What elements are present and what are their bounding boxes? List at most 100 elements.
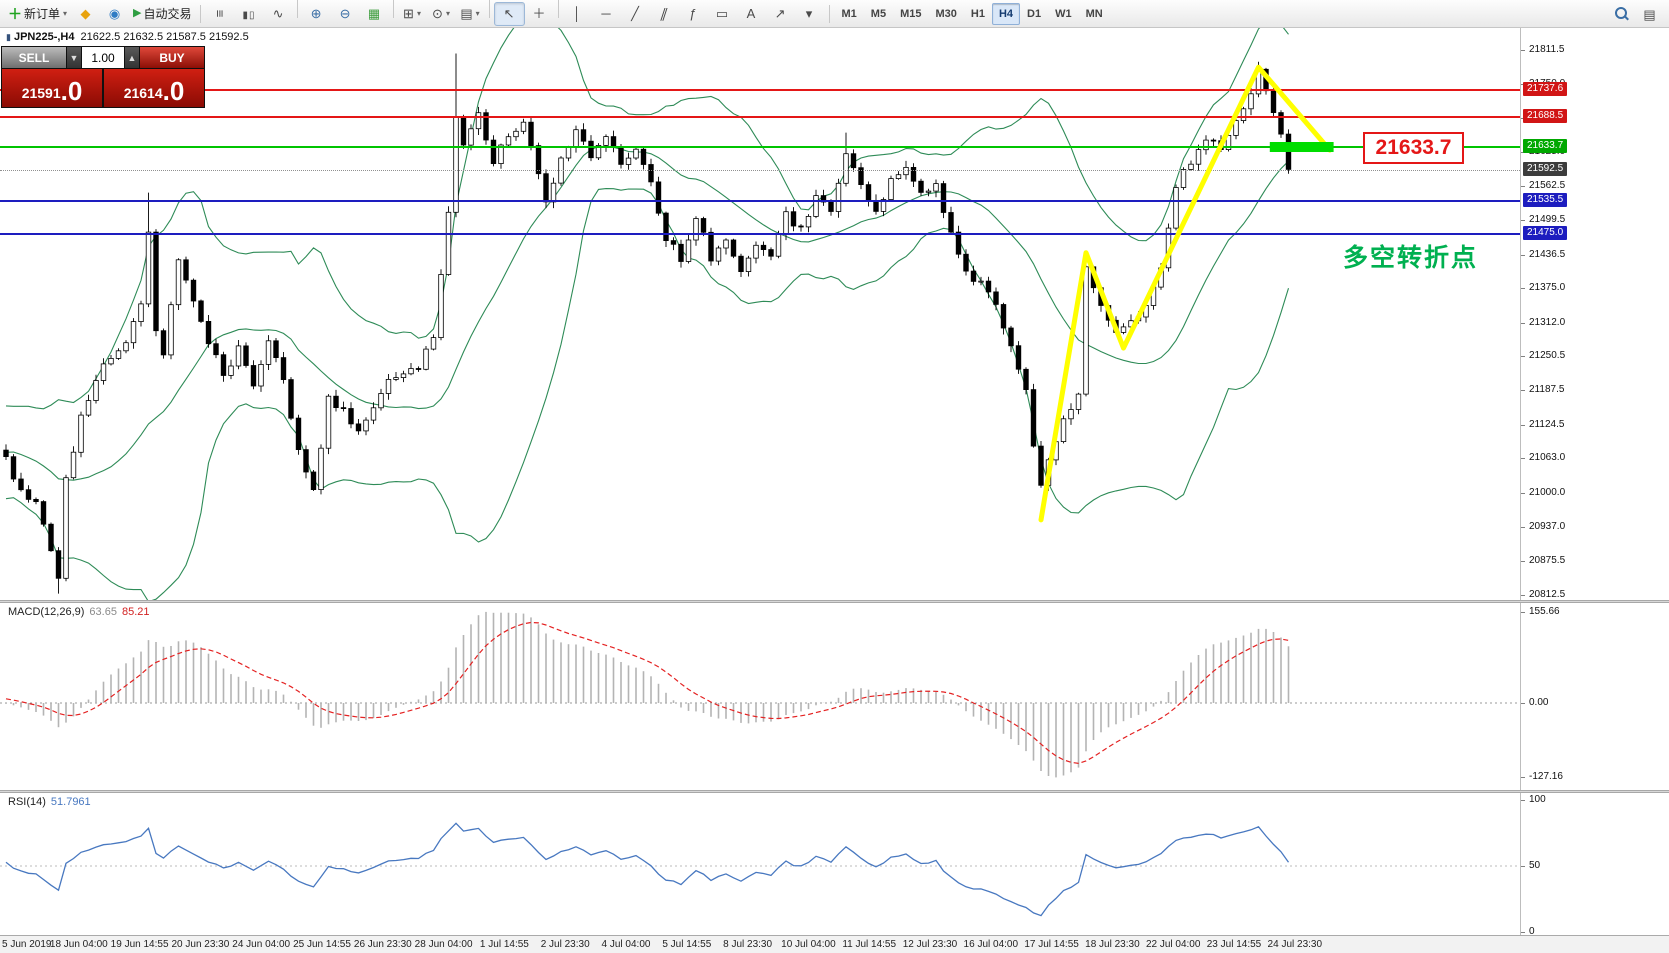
timeframe-button-w1[interactable]: W1 [1055,7,1072,20]
price-axis[interactable]: 21811.521750.021687.521625.021562.521499… [1520,28,1669,600]
chevron-down-icon: ▾ [416,9,421,18]
chevron-down-icon: ▾ [63,9,68,18]
profiles-button[interactable]: ⊙ ▾ [427,3,456,25]
bars-icon: ≡ [212,9,228,18]
trendline-button[interactable]: ╱ [621,3,650,25]
buy-price-main: 21614 [123,85,163,101]
axis-tick-mark [1521,777,1525,779]
line-chart-button[interactable]: ∿ [264,3,293,25]
time-tick-label: 24 Jul 23:30 [1267,939,1323,950]
horizontal-line-object[interactable] [0,146,1520,148]
time-tick-label: 24 Jun 04:00 [232,939,291,950]
shapes-button[interactable]: ▭ [708,3,737,25]
rsi-value: 51.7961 [50,796,91,808]
macd-tick-label: -127.16 [1529,771,1563,783]
chart-template-icon: ▤ [460,6,473,21]
timeframe-button-d1[interactable]: D1 [1027,7,1042,20]
fibonacci-icon: ƒ [689,6,697,21]
price-tick-label: 21000.0 [1529,486,1566,498]
community-button[interactable]: ◉ [100,3,129,25]
timeframe-button-m1[interactable]: M1 [841,7,857,20]
volume-decrease-button[interactable]: ▼ [67,47,81,68]
bar-chart-button[interactable]: ≡ [206,3,235,25]
timeframe-button-h4[interactable]: H4 [991,2,1021,25]
rsi-axis[interactable]: 100 50 0 [1520,793,1669,937]
channel-icon: ∥ [658,6,670,21]
tile-windows-button[interactable]: ▦ [360,3,389,25]
vertical-line-button[interactable]: │ [563,3,592,25]
macd-panel[interactable]: MACD(12,26,9) 63.65 85.21 [0,603,1520,790]
panel-divider[interactable] [0,600,1669,603]
channel-button[interactable]: ∥ [650,3,679,25]
buy-button[interactable]: BUY [140,47,204,68]
chart-icon: ▮ [6,32,11,42]
rsi-tick-label: 100 [1529,794,1546,805]
price-tick-label: 21436.5 [1529,248,1566,260]
rsi-panel[interactable]: RSI(14) 51.7961 [0,793,1520,935]
macd-axis[interactable]: 155.66 0.00 -127.16 [1520,603,1669,790]
zoom-out-button[interactable]: ⊖ [331,3,360,25]
price-tick-label: 21312.0 [1529,316,1566,328]
cursor-button[interactable]: ↖ [493,1,525,26]
autotrade-button[interactable]: ▶ 自动交易 [130,3,194,25]
timeframe-button-m30[interactable]: M30 [935,7,957,20]
volume-increase-button[interactable]: ▲ [125,47,139,68]
volume-input[interactable] [82,47,124,68]
timeframe-button-mn[interactable]: MN [1085,7,1103,20]
new-order-button[interactable]: ＋ 新订单 ▾ [5,3,70,25]
zoom-in-button[interactable]: ⊕ [302,3,331,25]
rsi-chart [0,822,1520,917]
timeframe-button-m15[interactable]: M15 [900,7,922,20]
panel-divider[interactable] [0,790,1669,793]
timeframe-button-h1[interactable]: H1 [970,7,985,20]
toolbar-separator [828,4,830,23]
horizontal-line-object[interactable] [0,199,1520,202]
tile-windows-icon: ▦ [367,6,381,21]
time-tick-label: 16 Jul 04:00 [963,939,1019,950]
horizontal-line-object[interactable] [0,89,1520,92]
templates-button[interactable]: ▤ ▾ [456,3,485,25]
main-chart-panel[interactable]: ▮ JPN225-,H4 21622.5 21632.5 21587.5 21592… [0,28,1520,600]
price-tick-label: 21250.5 [1529,350,1566,361]
arrow-icon: ↗ [774,6,786,21]
diamond-icon: ◆ [80,6,91,21]
arrows-button[interactable]: ↗ [766,3,795,25]
time-axis[interactable]: 5 Jun 2019 18 Jun 04:00 19 Jun 14:55 20 Jun… [0,935,1669,953]
buy-price-panel[interactable]: 21614 .0 [104,69,204,107]
axis-tick-mark [1521,254,1525,256]
crosshair-button[interactable]: ＋ [525,3,554,25]
vertical-line-icon: │ [572,6,582,21]
price-callout-box[interactable]: 21633.7 [1363,132,1464,164]
horizontal-line-object[interactable] [0,232,1520,235]
new-chart-button[interactable]: ⊞ ▾ [398,3,427,25]
price-tick-label: 20937.0 [1529,521,1566,532]
mql5-button[interactable]: ◆ [71,3,100,25]
window-list-button[interactable]: ▤ [1635,3,1664,25]
current-price-badge: 21592.5 [1523,161,1568,176]
fibonacci-button[interactable]: ƒ [679,3,708,25]
crosshair-icon: ＋ [532,6,546,21]
rsi-label: RSI(14) 51.7961 [8,796,91,808]
time-tick-label: 17 Jul 14:55 [1024,939,1079,950]
toolbar-separator [392,0,394,18]
symbol-period-label: JPN225-,H4 [13,31,75,43]
horizontal-line-object[interactable] [0,116,1520,119]
time-tick-label: 28 Jun 04:00 [414,939,473,950]
search-button[interactable] [1606,2,1635,24]
text-button[interactable]: A [737,3,766,25]
search-icon [1614,6,1627,19]
zoom-in-icon: ⊕ [310,6,322,21]
time-tick-label: 8 Jul 23:30 [723,939,773,950]
time-tick-label: 26 Jun 23:30 [353,939,412,950]
timeframe-button-m5[interactable]: M5 [870,7,887,20]
turning-point-label[interactable]: 多空转折点 [1343,244,1479,272]
sell-button[interactable]: SELL [2,47,66,68]
rsi-tick-label: 0 [1529,926,1535,937]
axis-tick-mark [1521,595,1525,596]
candlesticks-icon: ▮▯ [242,10,256,21]
price-tick-label: 20875.5 [1529,554,1566,566]
objects-dropdown-button[interactable]: ▾ [795,3,824,25]
candlestick-button[interactable]: ▮▯ [235,5,264,27]
horizontal-line-button[interactable]: ─ [592,3,621,25]
sell-price-panel[interactable]: 21591 .0 [2,69,102,107]
